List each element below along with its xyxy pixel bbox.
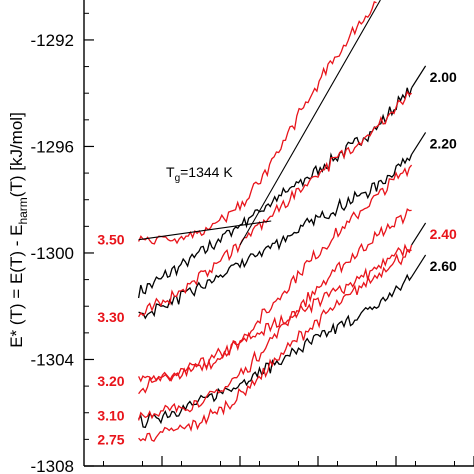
series-label-2.75: 2.75 [97,431,124,447]
series-label-2.60: 2.60 [430,258,457,274]
y-axis-label-tail: (T) [kJ/mol] [7,112,26,197]
series-line-3.50 [138,1,377,245]
y-axis-label: E* (T) = E(T) - Eharm(T) [kJ/mol] [7,112,30,348]
y-tick-label: -1292 [31,31,74,50]
plot-area: -1292 -1296 -1300 -1304 -1308 2.00 2.20 2.40 2.6… [31,0,474,474]
fit-line-1 [239,0,381,246]
series-label-3.30: 3.30 [97,309,124,325]
series-line-2.00 [137,87,413,299]
svg-text:E* (T) = E(T) - Eharm(T) [kJ/: E* (T) = E(T) - Eharm(T) [kJ/mol] [7,112,30,348]
series-label-3.10: 3.10 [97,407,124,423]
tg-annotation: Tg=1344 K [166,164,233,184]
y-axis-label-subscript: harm [16,197,30,224]
series-line-3.20 [138,164,413,383]
series-line-3.10 [137,208,412,421]
y-tick-label: -1296 [31,137,74,156]
series-label-3.50: 3.50 [97,232,124,248]
fit-line-0 [138,220,272,241]
y-tick-label: -1300 [31,244,74,263]
tg-annotation-subscript: g [175,173,181,184]
series-label-2.20: 2.20 [430,135,457,151]
tg-annotation-main: T [166,164,175,180]
series-line-3.30 [138,90,412,318]
series-label-2.40: 2.40 [430,226,457,242]
svg-text:Tg=1344 K: Tg=1344 K [166,164,233,184]
y-tick-label: -1304 [31,350,74,369]
label-leader-2.20 [411,132,427,155]
y-tick-label: -1308 [31,457,74,474]
label-leader-2.40 [411,222,427,246]
tg-annotation-value: =1344 K [180,164,233,180]
label-leader-2.00 [411,65,427,89]
series-label-3.20: 3.20 [97,373,124,389]
series-label-2.00: 2.00 [430,69,457,85]
y-axis-label-main: E* (T) = E(T) - E [7,225,26,348]
series-line-2.40 [138,243,413,395]
series-line-2.75 [138,249,412,443]
label-leader-2.60 [411,254,427,278]
